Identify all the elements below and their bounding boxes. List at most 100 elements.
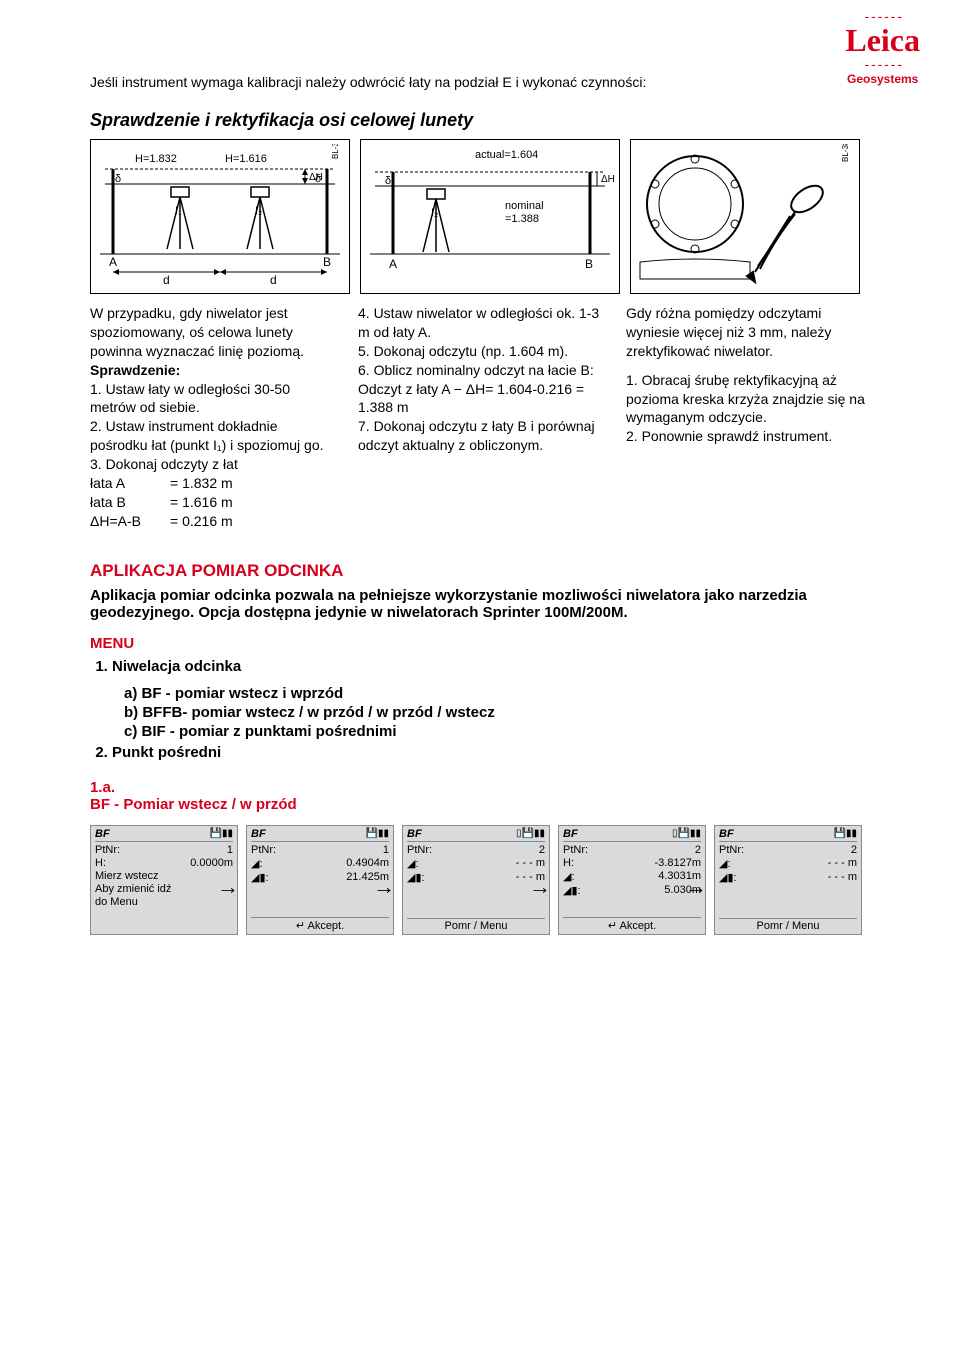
lcd4-r1v: -3.8127m [655, 857, 701, 869]
col-1: W przypadku, gdy niwelator jest spoziomo… [90, 304, 334, 531]
disk-battery-icon: ▯💾▮▮ [516, 828, 545, 839]
logo-dash2: - - - - - - [845, 56, 920, 72]
svg-text:nominal: nominal [505, 200, 544, 212]
lcd3-ft: Pomr / Menu [407, 918, 545, 932]
lcd1-r1k: H: [95, 857, 106, 869]
menu-sublist: a) BF - pomiar wstecz i wprzód b) BFFB- … [124, 685, 870, 740]
svg-text:actual=1.604: actual=1.604 [475, 149, 538, 161]
svg-text:ΔH: ΔH [309, 172, 323, 183]
sub-1a: 1.a. [90, 779, 115, 796]
lcd2-ft: ↵ Akcept. [251, 917, 389, 932]
arrow-icon: → [529, 874, 551, 900]
menu-c: c) BIF - pomiar z punktami pośrednimi [124, 723, 870, 740]
menu-b: b) BFFB- pomiar wstecz / w przód / w prz… [124, 704, 870, 721]
disk-battery-icon: 💾▮▮ [834, 828, 857, 839]
lcd5-r2v: - - - m [828, 871, 857, 884]
menu-list: Niwelacja odcinka [112, 658, 870, 675]
svg-text:δ: δ [115, 173, 121, 185]
c2-l5: 5. Dokonaj odczytu (np. 1.604 m). [358, 342, 602, 361]
svg-text:I₂: I₂ [255, 205, 262, 217]
c2-l6b: Odczyt z łaty A − ΔH= 1.604-0.216 = 1.38… [358, 380, 602, 418]
c1-vB: = 1.616 m [170, 493, 233, 512]
col-3: Gdy różna pomiędzy odczytami wyniesie wi… [626, 304, 870, 531]
lcd4-ft: ↵ Akcept. [563, 917, 701, 932]
lcd2-r1v: 0.4904m [346, 857, 389, 870]
lcd2-r0v: 1 [383, 844, 389, 856]
lcd3-hdr: BF [407, 828, 422, 840]
lcd3-r1v: - - - m [516, 857, 545, 870]
diagram-1: H=1.832 H=1.616 δ δ I₁ I₂ [90, 139, 350, 294]
lcd5-r1k: ◢: [719, 857, 731, 870]
c3-p1: Gdy różna pomiędzy odczytami wyniesie wi… [626, 304, 870, 361]
svg-text:d: d [270, 273, 277, 287]
lcd2-hdr: BF [251, 828, 266, 840]
arrow-icon: → [217, 874, 239, 900]
lcd2-r0k: PtNr: [251, 844, 276, 856]
lcd2-r1k: ◢: [251, 857, 263, 870]
c1-tB: łata B [90, 493, 170, 512]
lcd3-r1k: ◢: [407, 857, 419, 870]
c1-tA: łata A [90, 474, 170, 493]
svg-text:BL-38: BL-38 [841, 144, 850, 162]
d1-h2: H=1.616 [225, 153, 267, 165]
logo: - - - - - - Leica - - - - - - Geosystems [845, 8, 920, 86]
lcd-1: BF💾▮▮ PtNr:1 H:0.0000m Mierz wstecz Aby … [90, 825, 238, 935]
diagram-row: H=1.832 H=1.616 δ δ I₁ I₂ [90, 139, 870, 294]
svg-text:ΔH: ΔH [601, 174, 615, 185]
lcd4-r3k: ◢▮: [563, 884, 581, 897]
lcd5-hdr: BF [719, 828, 734, 840]
lcd5-r0k: PtNr: [719, 844, 744, 856]
c2-l4: 4. Ustaw niwelator w odległości ok. 1-3 … [358, 304, 602, 342]
c1-l2: 2. Ustaw instrument dokładnie pośrodku ł… [90, 417, 334, 455]
disk-battery-icon: 💾▮▮ [210, 828, 233, 839]
lcd3-r0v: 2 [539, 844, 545, 856]
c2-l6: 6. Oblicz nominalny odczyt na łacie B: [358, 361, 602, 380]
lcd-3: BF▯💾▮▮ PtNr:2 ◢:- - - m ◢▮:- - - m Pomr … [402, 825, 550, 935]
lcd-2: BF💾▮▮ PtNr:1 ◢:0.4904m ◢▮:21.425m ↵ Akce… [246, 825, 394, 935]
lcd1-r1v: 0.0000m [190, 857, 233, 869]
c1-h: Sprawdzenie: [90, 362, 180, 378]
c1-l3: 3. Dokonaj odczyty z łat [90, 455, 334, 474]
svg-text:δ: δ [385, 175, 391, 187]
logo-brand: Leica [845, 24, 920, 56]
diagram-3: BL-38 [630, 139, 860, 294]
lcd4-r0v: 2 [695, 844, 701, 856]
svg-text:B: B [585, 257, 593, 271]
lcd3-r2k: ◢▮: [407, 871, 425, 884]
arrow-icon: → [373, 874, 395, 900]
sub-1a-title: BF - Pomiar wstecz / w przód [90, 796, 297, 813]
lcd-4: BF▯💾▮▮ PtNr:2 H:-3.8127m ◢:4.3031m ◢▮:5.… [558, 825, 706, 935]
lcd5-r2k: ◢▮: [719, 871, 737, 884]
app-heading: APLIKACJA POMIAR ODCINKA [90, 561, 870, 581]
lcd2-r2k: ◢▮: [251, 871, 269, 884]
lcd4-hdr: BF [563, 828, 578, 840]
lcd1-r0k: PtNr: [95, 844, 120, 856]
d1-h1: H=1.832 [135, 153, 177, 165]
lcd-row: BF💾▮▮ PtNr:1 H:0.0000m Mierz wstecz Aby … [90, 825, 870, 935]
c1-vD: = 0.216 m [170, 512, 233, 531]
lcd4-r2k: ◢: [563, 870, 575, 883]
c1-p1: W przypadku, gdy niwelator jest spoziomo… [90, 304, 334, 361]
lcd5-r0v: 2 [851, 844, 857, 856]
svg-text:I₁: I₁ [175, 205, 182, 217]
lcd4-r1k: H: [563, 857, 574, 869]
c2-l7: 7. Dokonaj odczytu z łaty B i porównaj o… [358, 417, 602, 455]
svg-text:=1.388: =1.388 [505, 213, 539, 225]
lcd1-hdr: BF [95, 828, 110, 840]
c1-tD: ΔH=A-B [90, 512, 170, 531]
logo-sub: Geosystems [845, 72, 920, 86]
section-title: Sprawdzenie i rektyfikacja osi celowej l… [90, 110, 870, 131]
menu-a: a) BF - pomiar wstecz i wprzód [124, 685, 870, 702]
menu-item-2: Punkt pośredni [112, 744, 870, 761]
lcd1-r4k: do Menu [95, 896, 138, 908]
arrow-icon: → [685, 874, 707, 900]
svg-text:I₂: I₂ [431, 207, 438, 219]
disk-battery-icon: ▯💾▮▮ [672, 828, 701, 839]
lcd1-r3k: Aby zmienić idź [95, 883, 171, 895]
c3-l2: 2. Ponownie sprawdź instrument. [626, 427, 870, 446]
svg-text:A: A [389, 257, 397, 271]
menu-heading: MENU [90, 635, 870, 652]
svg-text:A: A [109, 255, 117, 269]
svg-text:B: B [323, 255, 331, 269]
c1-vA: = 1.832 m [170, 474, 233, 493]
